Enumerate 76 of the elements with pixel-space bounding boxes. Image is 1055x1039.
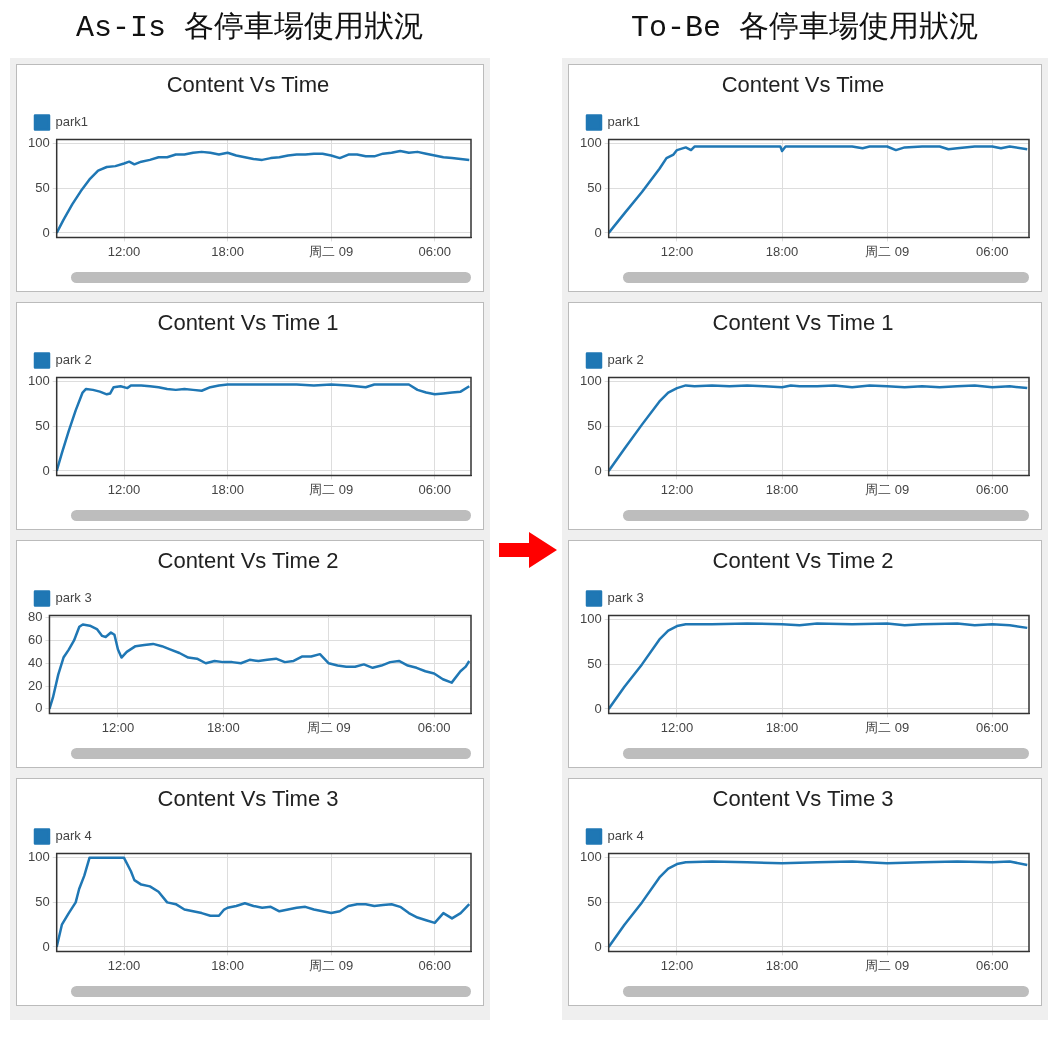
chart-title: Content Vs Time 3: [712, 786, 894, 812]
x-tick-label: 12:00: [107, 957, 141, 973]
y-tick-label: 100: [579, 373, 602, 389]
x-tick-label: 06:00: [975, 719, 1009, 735]
chart-title: Content Vs Time 2: [712, 548, 894, 574]
x-tick-label: 周二 09: [306, 719, 351, 735]
x-tick-label: 06:00: [418, 957, 452, 973]
x-tick-label: 周二 09: [309, 957, 354, 973]
legend-label: park 3: [55, 589, 92, 605]
legend-label: park1: [607, 113, 641, 129]
x-tick-label: 18:00: [765, 957, 799, 973]
chart-title: Content Vs Time 1: [712, 310, 894, 336]
x-tick-label: 周二 09: [865, 481, 910, 497]
x-tick-label: 周二 09: [865, 243, 910, 259]
y-tick-label: 50: [587, 417, 602, 433]
x-tick-label: 12:00: [101, 719, 135, 735]
x-tick-label: 12:00: [660, 481, 694, 497]
y-tick-label: 20: [27, 677, 43, 693]
x-tick-label: 06:00: [418, 243, 452, 259]
x-tick-label: 12:00: [107, 481, 141, 497]
y-tick-label: 100: [27, 373, 50, 389]
legend-label: park 4: [55, 827, 92, 843]
x-tick-label: 18:00: [765, 481, 799, 497]
y-tick-label: 0: [594, 700, 602, 716]
y-tick-label: 80: [27, 609, 43, 625]
legend-label: park 2: [607, 351, 644, 367]
x-tick-label: 12:00: [660, 719, 694, 735]
y-tick-label: 100: [27, 135, 50, 151]
y-tick-label: 60: [27, 632, 43, 648]
x-tick-label: 周二 09: [865, 719, 910, 735]
y-tick-label: 40: [27, 654, 43, 670]
x-tick-label: 周二 09: [309, 243, 354, 259]
chart-title: Content Vs Time 1: [157, 310, 339, 336]
legend-label: park1: [55, 113, 89, 129]
y-tick-label: 0: [594, 224, 602, 240]
x-tick-label: 06:00: [418, 481, 452, 497]
y-tick-label: 100: [27, 849, 50, 865]
legend-label: park 3: [607, 589, 644, 605]
chart-title: Content Vs Time: [166, 72, 330, 98]
y-tick-label: 50: [35, 417, 50, 433]
y-tick-label: 0: [594, 938, 602, 954]
chart-title: Content Vs Time 2: [157, 548, 339, 574]
text: As-Is 各停車場使用狀況: [75, 11, 425, 45]
x-tick-label: 周二 09: [309, 481, 354, 497]
y-tick-label: 0: [42, 224, 50, 240]
y-tick-label: 0: [594, 462, 602, 478]
legend-label: park 2: [55, 351, 92, 367]
y-tick-label: 50: [587, 655, 602, 671]
x-tick-label: 12:00: [660, 957, 694, 973]
x-tick-label: 18:00: [207, 719, 240, 735]
x-tick-label: 12:00: [107, 243, 141, 259]
legend-label: park 4: [607, 827, 644, 843]
y-tick-label: 50: [35, 179, 50, 195]
text: To-Be 各停車場使用狀況: [630, 11, 980, 45]
y-tick-label: 50: [587, 893, 602, 909]
x-tick-label: 06:00: [975, 481, 1009, 497]
y-tick-label: 100: [579, 611, 602, 627]
y-tick-label: 0: [42, 938, 50, 954]
y-tick-label: 50: [35, 893, 50, 909]
x-tick-label: 06:00: [975, 243, 1009, 259]
y-tick-label: 100: [579, 135, 602, 151]
y-tick-label: 0: [35, 700, 43, 716]
x-tick-label: 18:00: [765, 243, 799, 259]
x-tick-label: 18:00: [211, 243, 244, 259]
x-tick-label: 18:00: [211, 957, 244, 973]
x-tick-label: 06:00: [975, 957, 1009, 973]
y-tick-label: 0: [42, 462, 50, 478]
x-tick-label: 06:00: [417, 719, 451, 735]
chart-title: Content Vs Time: [721, 72, 885, 98]
x-tick-label: 18:00: [765, 719, 799, 735]
x-tick-label: 12:00: [660, 243, 694, 259]
x-tick-label: 周二 09: [865, 957, 910, 973]
chart-title: Content Vs Time 3: [157, 786, 339, 812]
y-tick-label: 50: [587, 179, 602, 195]
y-tick-label: 100: [579, 849, 602, 865]
x-tick-label: 18:00: [211, 481, 244, 497]
